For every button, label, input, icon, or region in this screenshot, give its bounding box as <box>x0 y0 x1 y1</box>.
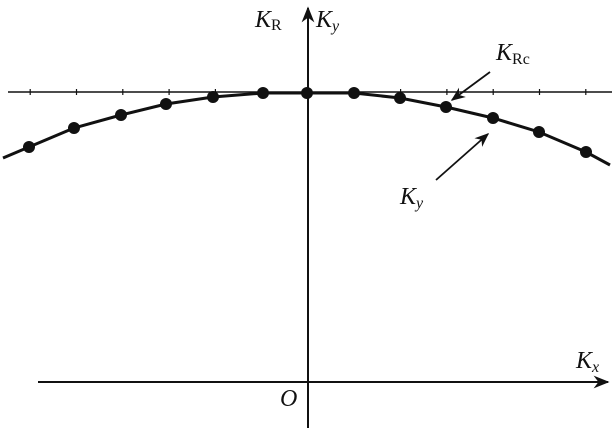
origin-label: O <box>280 386 297 412</box>
ky-point <box>394 92 406 104</box>
ky-point <box>257 87 269 99</box>
kr-axis-label: KR <box>254 7 282 34</box>
krc-pointer-arrow <box>450 71 491 101</box>
ky-curve <box>2 91 611 167</box>
ky-points <box>23 87 592 158</box>
ky-point <box>160 98 172 110</box>
kx-axis-label: Kx <box>575 348 599 376</box>
ky-pointer-arrow <box>435 133 490 181</box>
ky-point <box>207 91 219 103</box>
ky-axis-label: Ky <box>315 7 340 35</box>
krc-label: KRc <box>495 40 530 68</box>
ky-point <box>580 146 592 158</box>
ky-point <box>68 122 80 134</box>
ky-point <box>440 101 452 113</box>
ky-curve-label: Ky <box>399 184 424 212</box>
ky-point <box>348 87 360 99</box>
ky-point <box>115 109 127 121</box>
ky-point <box>301 87 313 99</box>
ky-point <box>23 141 35 153</box>
ky-point <box>487 112 499 124</box>
ky-point <box>533 126 545 138</box>
